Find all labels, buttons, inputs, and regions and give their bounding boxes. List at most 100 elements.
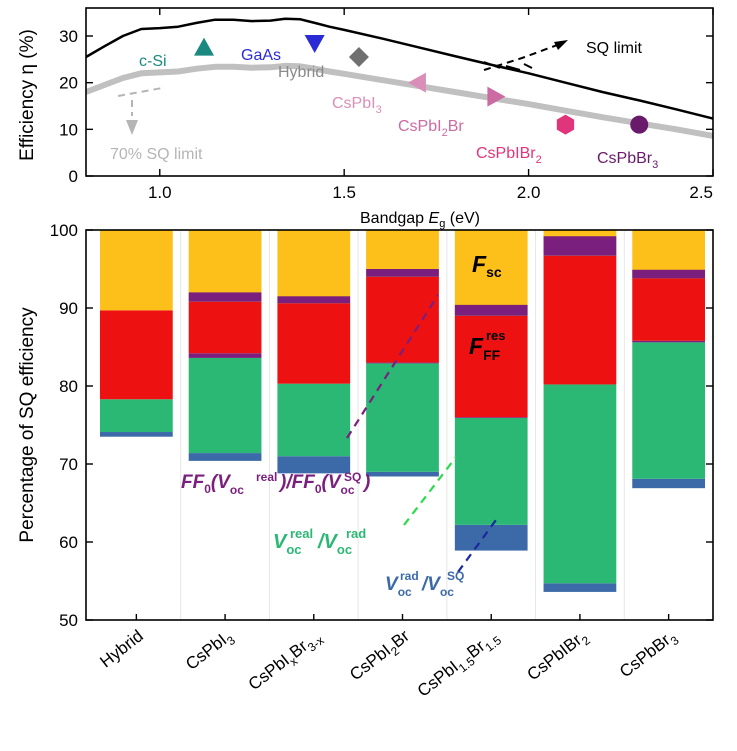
bar-0-f-sc-segment [99, 230, 173, 311]
category-label-base: Hybrid [96, 626, 146, 671]
cspbibr2-label: CsPbIBr2 [476, 145, 542, 166]
voc-rad-label: Vocrad/VocSQ [385, 569, 464, 599]
bar-6-ff0-top-segment [632, 269, 706, 279]
marker-cspbi3 [407, 72, 426, 93]
series-line-sq-limit [85, 17, 714, 120]
category-label: CsPbIBr2 [524, 626, 594, 687]
ff0-part-g: 0 [315, 482, 322, 496]
category-label: CsPbIxBr3-x [245, 626, 327, 697]
bottom-y-axis-label: Percentage of SQ efficiency [17, 307, 38, 543]
bottom-y-tick-label: 60 [59, 533, 78, 552]
bottom-bars-group [99, 230, 714, 620]
bar-4-f-sc-segment [454, 230, 528, 316]
bottom-plot-frame [85, 229, 714, 621]
bottom-y-tick-label: 100 [50, 221, 78, 240]
cspbi3-label-sub: 3 [376, 104, 382, 116]
top-y-tick-label: 20 [59, 74, 78, 93]
ff-res-label-main: F [469, 333, 484, 359]
hybrid-label: Hybrid [278, 64, 324, 81]
bar-3-ff0-segment [366, 362, 439, 364]
sq-limit-label: SQ limit [586, 40, 643, 57]
bar-3-voc-rad-segment [366, 471, 439, 477]
category-label-base: CsPbI [182, 630, 230, 673]
top-y-tick-label: 10 [59, 120, 78, 139]
cspbi2br-label: CsPbI2Br [398, 118, 464, 139]
vreal-part-c: real [290, 526, 313, 541]
bar-6-voc-real-segment [632, 342, 706, 479]
ff0-part-h: (V [322, 472, 342, 493]
voc-real-label: Vocreal/Vocrad [273, 526, 366, 557]
top-y-axis-label: Efficiency η (%) [17, 29, 38, 161]
ff0-part-b: 0 [204, 482, 211, 496]
bar-2-f-sc-segment [277, 230, 351, 304]
top-y-tick-label: 30 [59, 27, 78, 46]
top-x-axis-label: Bandgap Eg (eV) [360, 210, 480, 230]
ff0-part-c: (V [211, 472, 231, 493]
bar-0-voc-real-segment [99, 399, 173, 433]
seventy-sq-label: 70% SQ limit [110, 146, 203, 163]
bar-0-voc-rad-segment [99, 432, 173, 437]
category-label-base: CsPbI [346, 641, 394, 684]
ff0-ratio-label: FF0(Vocreal)/FF0(VocSQ) [181, 470, 370, 497]
cspbbr3-label: CsPbBr3 [597, 150, 658, 171]
top-x-tick-label: 2.5 [689, 183, 713, 202]
ff0-part-i: oc [341, 483, 355, 497]
bar-3-voc-real-segment [366, 363, 439, 472]
bar-5-voc-real-segment [543, 384, 617, 584]
ff-res-label-sub: FF [483, 347, 501, 363]
bar-2-voc-real-segment [277, 383, 351, 457]
bar-0-ff-res-segment [99, 310, 173, 400]
bar-2-ff-res-segment [277, 303, 351, 384]
series-line-70-sq-limit [84, 62, 714, 139]
cspbbr3-label-base: CsPbBr [597, 150, 653, 167]
ff0-part-k: ) [362, 472, 370, 493]
sq-limit-arrowhead [554, 40, 568, 50]
f-sc-label-main: F [472, 251, 487, 277]
sq-limit-annotation: SQ limit [483, 40, 643, 71]
vrad-part-f: SQ [447, 569, 464, 583]
ff0-part-e: real [256, 470, 277, 484]
vrad-part-a: V [385, 574, 399, 595]
category-label: CsPbI1.5Br1.5 [414, 626, 505, 704]
bar-1-ff0-top-segment [188, 292, 262, 302]
ff0-part-d: oc [230, 483, 244, 497]
bar-3-ff-res-segment [366, 276, 439, 363]
vreal-part-f: rad [346, 526, 366, 541]
ff0-part-j: SQ [344, 470, 361, 484]
top-plot-frame [85, 7, 714, 177]
marker-gaas [304, 35, 325, 53]
bar-6-ff-res-segment [632, 278, 706, 341]
bottom-y-tick-label: 80 [59, 377, 78, 396]
marker-cspbi2br [487, 86, 506, 107]
bar-1-voc-real-segment [188, 357, 262, 454]
ff0-part-f: )/FF [278, 472, 316, 493]
vreal-part-e: oc [337, 542, 352, 557]
cspbi3-label-base: CsPbI [332, 95, 376, 112]
category-label: CsPbBr3 [616, 626, 682, 684]
category-label-base: CsPbIBr [524, 630, 586, 684]
bar-1-ff0-segment [188, 353, 262, 358]
vrad-part-d: /V [421, 574, 441, 595]
ff-res-label: FFFres [469, 328, 506, 363]
marker-hybrid [348, 47, 369, 67]
bar-2-ff0-top-segment [277, 296, 351, 304]
gaas-label: GaAs [241, 47, 281, 64]
top-x-label-sym: E [429, 210, 440, 227]
bar-4-ff-res-segment [454, 315, 528, 418]
top-x-label-pre: Bandgap [360, 210, 429, 227]
cspbi3-label: CsPbI3 [332, 95, 382, 116]
category-label: CsPbI3 [182, 626, 238, 677]
vrad-part-c: rad [400, 569, 419, 583]
top-x-tick-label: 2.0 [517, 183, 541, 202]
cspbi2br-label-post: Br [448, 118, 465, 135]
top-axis-ticks: 1.0 1.5 2.0 2.5 0 10 20 30 [59, 8, 714, 202]
top-x-label-post: (eV) [445, 210, 480, 227]
vreal-part-d: /V [317, 531, 339, 553]
top-x-tick-label: 1.0 [148, 183, 172, 202]
top-markers-group [194, 35, 649, 135]
bottom-axis-ticks: 50 60 70 80 90 100 [50, 221, 713, 630]
sq-efficiency-breakdown-panel: Fsc FFFres FF0(Vocreal)/FF0(VocSQ) Vocre… [17, 221, 714, 704]
ff0-dashed-line [346, 294, 439, 439]
